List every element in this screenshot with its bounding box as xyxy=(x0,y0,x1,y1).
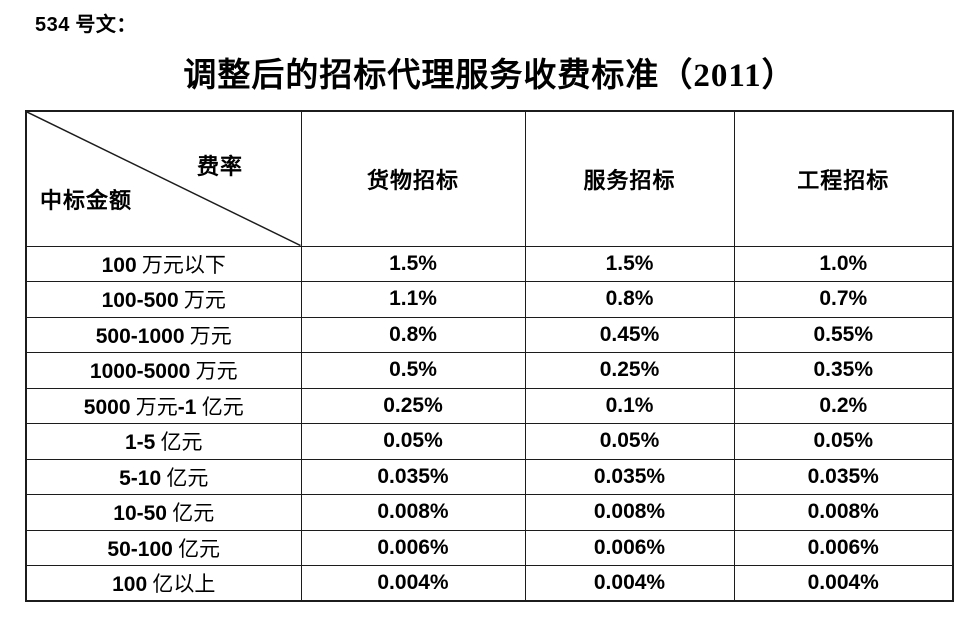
row-value: 0.008% xyxy=(733,494,954,531)
row-value: 0.035% xyxy=(733,458,954,495)
table-row: 50-100 亿元 0.006% 0.006% 0.006% xyxy=(25,529,954,566)
table-row: 100 万元以下 1.5% 1.5% 1.0% xyxy=(25,245,954,282)
table-row: 1000-5000 万元 0.5% 0.25% 0.35% xyxy=(25,352,954,389)
fee-table-header: 费率 中标金额 货物招标 服务招标 工程招标 xyxy=(25,110,954,247)
row-value: 0.45% xyxy=(524,316,735,353)
row-value: 0.006% xyxy=(524,529,735,566)
row-value: 0.05% xyxy=(524,423,735,460)
corner-header-cell: 费率 中标金额 xyxy=(25,110,302,247)
row-value: 0.8% xyxy=(524,281,735,318)
row-value: 0.5% xyxy=(300,352,526,389)
table-row: 5-10 亿元 0.035% 0.035% 0.035% xyxy=(25,458,954,495)
row-label: 500-1000 万元 xyxy=(25,316,302,353)
row-label: 1000-5000 万元 xyxy=(25,352,302,389)
table-row: 500-1000 万元 0.8% 0.45% 0.55% xyxy=(25,316,954,353)
column-header-goods-bidding: 货物招标 xyxy=(300,110,526,247)
table-row: 10-50 亿元 0.008% 0.008% 0.008% xyxy=(25,494,954,531)
row-value: 1.0% xyxy=(733,245,954,282)
fee-table-body: 100 万元以下 1.5% 1.5% 1.0% 100-500 万元 1.1% … xyxy=(25,245,954,602)
table-row: 100-500 万元 1.1% 0.8% 0.7% xyxy=(25,281,954,318)
row-label: 5000 万元-1 亿元 xyxy=(25,387,302,424)
row-label: 100-500 万元 xyxy=(25,281,302,318)
row-value: 0.006% xyxy=(733,529,954,566)
corner-label-bid-amount: 中标金额 xyxy=(40,188,133,213)
document-number-label: 534 号文： xyxy=(35,14,137,36)
diagonal-divider-line xyxy=(27,112,301,246)
row-value: 0.004% xyxy=(300,565,526,602)
row-label: 100 万元以下 xyxy=(25,245,302,282)
row-value: 0.25% xyxy=(524,352,735,389)
row-value: 0.55% xyxy=(733,316,954,353)
row-value: 1.1% xyxy=(300,281,526,318)
column-header-service-bidding: 服务招标 xyxy=(524,110,735,247)
row-value: 0.7% xyxy=(733,281,954,318)
fee-rate-table: 费率 中标金额 货物招标 服务招标 工程招标 100 万元以下 1.5% 1.5… xyxy=(25,110,954,602)
row-value: 0.006% xyxy=(300,529,526,566)
row-label: 10-50 亿元 xyxy=(25,494,302,531)
table-row: 1-5 亿元 0.05% 0.05% 0.05% xyxy=(25,423,954,460)
row-value: 1.5% xyxy=(300,245,526,282)
row-label: 100 亿以上 xyxy=(25,565,302,602)
row-value: 0.05% xyxy=(733,423,954,460)
row-value: 0.8% xyxy=(300,316,526,353)
corner-label-fee-rate: 费率 xyxy=(197,154,244,179)
row-value: 0.35% xyxy=(733,352,954,389)
row-value: 0.035% xyxy=(300,458,526,495)
page-title: 调整后的招标代理服务收费标准（2011） xyxy=(183,58,796,94)
row-value: 0.008% xyxy=(300,494,526,531)
row-value: 0.004% xyxy=(733,565,954,602)
row-label: 1-5 亿元 xyxy=(25,423,302,460)
row-value: 0.035% xyxy=(524,458,735,495)
table-row: 5000 万元-1 亿元 0.25% 0.1% 0.2% xyxy=(25,387,954,424)
row-label: 5-10 亿元 xyxy=(25,458,302,495)
table-row: 100 亿以上 0.004% 0.004% 0.004% xyxy=(25,565,954,602)
row-value: 0.05% xyxy=(300,423,526,460)
column-header-engineering-bidding: 工程招标 xyxy=(733,110,954,247)
row-value: 0.2% xyxy=(733,387,954,424)
row-value: 0.004% xyxy=(524,565,735,602)
row-value: 0.008% xyxy=(524,494,735,531)
header-row: 费率 中标金额 货物招标 服务招标 工程招标 xyxy=(25,110,954,247)
row-value: 1.5% xyxy=(524,245,735,282)
row-value: 0.1% xyxy=(524,387,735,424)
row-label: 50-100 亿元 xyxy=(25,529,302,566)
row-value: 0.25% xyxy=(300,387,526,424)
